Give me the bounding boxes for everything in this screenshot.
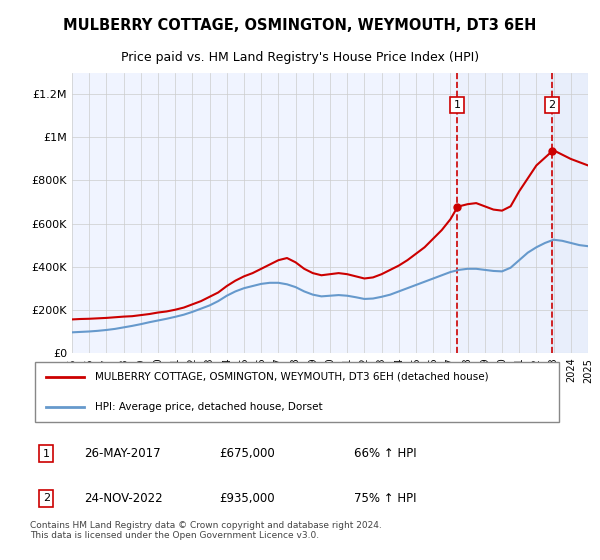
Text: 66% ↑ HPI: 66% ↑ HPI xyxy=(354,447,416,460)
Text: Price paid vs. HM Land Registry's House Price Index (HPI): Price paid vs. HM Land Registry's House … xyxy=(121,51,479,64)
Text: £935,000: £935,000 xyxy=(219,492,275,505)
Text: HPI: Average price, detached house, Dorset: HPI: Average price, detached house, Dors… xyxy=(95,403,322,413)
Text: Contains HM Land Registry data © Crown copyright and database right 2024.
This d: Contains HM Land Registry data © Crown c… xyxy=(30,521,382,540)
Text: MULBERRY COTTAGE, OSMINGTON, WEYMOUTH, DT3 6EH: MULBERRY COTTAGE, OSMINGTON, WEYMOUTH, D… xyxy=(64,18,536,33)
Text: 75% ↑ HPI: 75% ↑ HPI xyxy=(354,492,416,505)
Text: 26-MAY-2017: 26-MAY-2017 xyxy=(84,447,161,460)
Text: 24-NOV-2022: 24-NOV-2022 xyxy=(84,492,163,505)
Text: £675,000: £675,000 xyxy=(219,447,275,460)
Text: 1: 1 xyxy=(454,100,461,110)
Text: MULBERRY COTTAGE, OSMINGTON, WEYMOUTH, DT3 6EH (detached house): MULBERRY COTTAGE, OSMINGTON, WEYMOUTH, D… xyxy=(95,371,488,381)
Bar xyxy=(457,73,552,353)
Text: 1: 1 xyxy=(43,449,50,459)
Text: 2: 2 xyxy=(548,100,556,110)
FancyBboxPatch shape xyxy=(35,362,559,422)
Text: 2: 2 xyxy=(43,493,50,503)
Bar xyxy=(552,73,588,353)
